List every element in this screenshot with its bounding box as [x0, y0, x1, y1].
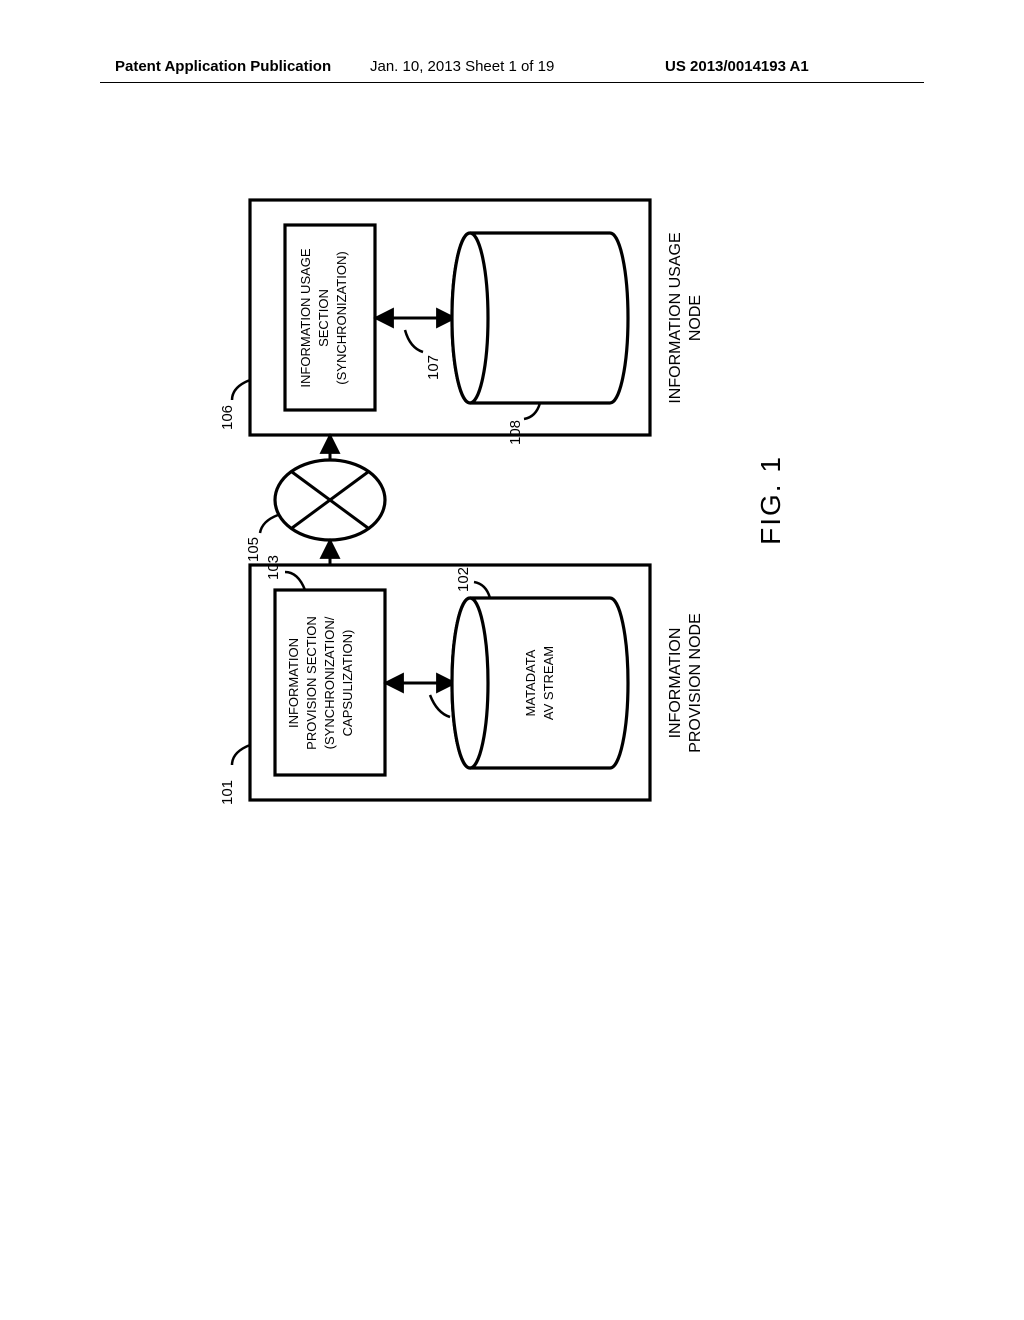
ref-106-leader — [232, 380, 250, 400]
ref-104-leader — [430, 695, 450, 717]
provision-section-line4: CAPSULIZATION) — [340, 630, 355, 737]
ref-103: 103 — [265, 555, 282, 580]
ref-101-leader — [232, 745, 250, 765]
usage-node-label-2: NODE — [687, 295, 704, 341]
provision-cyl-line2: AV STREAM — [541, 646, 556, 720]
ref-103-leader — [285, 572, 305, 590]
ref-105-leader — [260, 515, 278, 533]
usage-section-line2: SECTION — [316, 289, 331, 347]
ref-102-leader — [474, 582, 490, 598]
ref-107: 107 — [425, 355, 442, 380]
ref-101: 101 — [219, 780, 236, 805]
ref-102: 102 — [455, 567, 472, 592]
provision-section-line3: (SYNCHRONIZATION/ — [322, 616, 337, 749]
ref-108: 108 — [507, 420, 524, 445]
figure-svg: 101 INFORMATION PROVISION SECTION (SYNCH… — [190, 180, 830, 820]
usage-section-line1: INFORMATION USAGE — [298, 248, 313, 387]
header-pubnum: US 2013/0014193 A1 — [665, 58, 809, 75]
provision-node-group: 101 INFORMATION PROVISION SECTION (SYNCH… — [219, 555, 704, 805]
ref-106: 106 — [219, 405, 236, 430]
ref-107-leader — [405, 330, 423, 352]
network-symbol — [275, 460, 385, 540]
usage-node-label-1: INFORMATION USAGE — [667, 232, 684, 403]
header-publication: Patent Application Publication — [115, 58, 331, 75]
page-root: Patent Application Publication Jan. 10, … — [0, 0, 1024, 1320]
header-rule — [100, 82, 924, 83]
provision-node-label-2: PROVISION NODE — [687, 613, 704, 753]
figure-1: 101 INFORMATION PROVISION SECTION (SYNCH… — [190, 180, 830, 820]
usage-node-group: 106 INFORMATION USAGE SECTION (SYNCHRONI… — [219, 200, 704, 445]
usage-cylinder — [452, 233, 628, 403]
provision-section-line2: PROVISION SECTION — [304, 616, 319, 750]
usage-section-line3: (SYNCHRONIZATION) — [334, 251, 349, 384]
provision-cyl-line1: MATADATA — [523, 649, 538, 716]
ref-105: 105 — [245, 537, 262, 562]
provision-node-label-1: INFORMATION — [667, 628, 684, 739]
figure-label: FIG. 1 — [755, 455, 786, 545]
provision-cylinder: MATADATA AV STREAM — [452, 598, 628, 768]
ref-108-leader — [524, 403, 540, 419]
provision-section-line1: INFORMATION — [286, 638, 301, 728]
header-date-sheet: Jan. 10, 2013 Sheet 1 of 19 — [370, 58, 554, 75]
